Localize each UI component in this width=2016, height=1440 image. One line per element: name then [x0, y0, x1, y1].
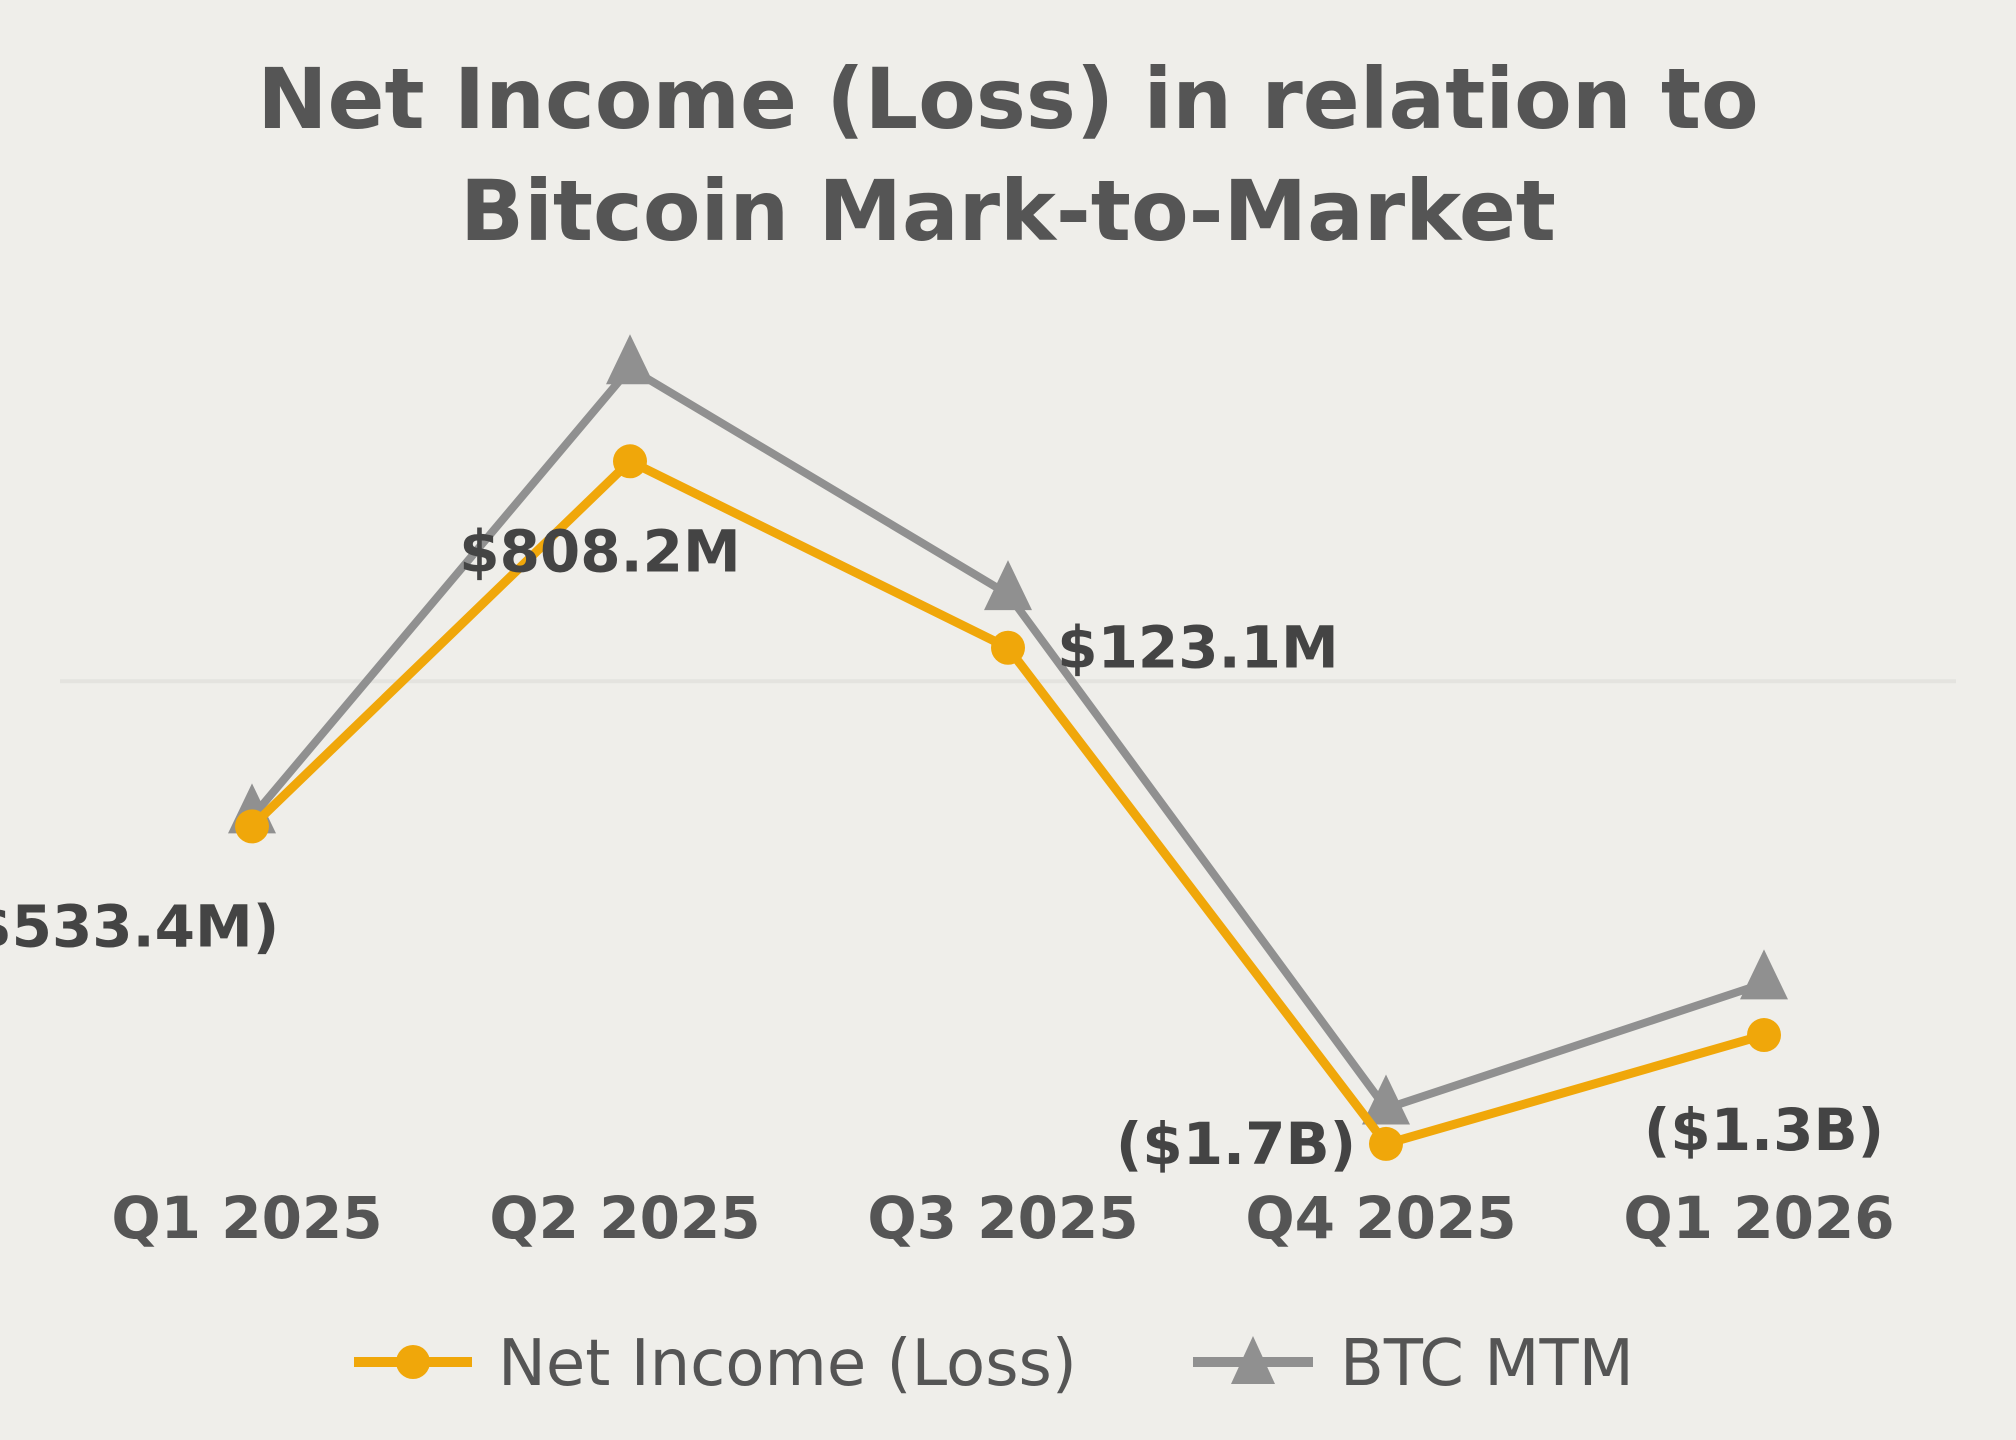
data-point-net-income-3 — [991, 630, 1025, 665]
data-point-btc-mtm-3 — [984, 560, 1032, 611]
data-point-net-income-2 — [613, 444, 647, 479]
data-point-btc-mtm-5 — [1740, 949, 1788, 1000]
legend-item-net-income: Net Income (Loss) — [354, 1327, 1077, 1401]
x-tick-label-3: Q3 2025 — [867, 1184, 1138, 1252]
data-label-5: ($1.3B) — [1644, 1096, 1884, 1164]
plot-area — [228, 334, 1788, 1161]
data-point-net-income-5 — [1747, 1018, 1781, 1053]
data-label-3: $123.1M — [1057, 614, 1339, 682]
data-labels: ($533.4M) $808.2M $123.1M ($1.7B) ($1.3B) — [0, 517, 1884, 1178]
data-label-1: ($533.4M) — [0, 892, 279, 960]
legend-label-btc-mtm: BTC MTM — [1340, 1327, 1634, 1401]
x-tick-label-1: Q1 2025 — [111, 1184, 382, 1252]
chart-title-line-2: Bitcoin Mark-to-Market — [460, 162, 1556, 260]
legend-label-net-income: Net Income (Loss) — [498, 1327, 1077, 1401]
chart-title: Net Income (Loss) in relation to Bitcoin… — [257, 50, 1759, 260]
data-point-btc-mtm-4 — [1362, 1074, 1410, 1125]
data-label-2: $808.2M — [459, 517, 741, 585]
x-tick-label-5: Q1 2026 — [1623, 1184, 1894, 1252]
legend-marker-circle — [396, 1345, 430, 1379]
chart-title-line-1: Net Income (Loss) in relation to — [257, 50, 1759, 148]
data-point-net-income-1 — [235, 809, 269, 844]
data-label-4: ($1.7B) — [1116, 1110, 1356, 1178]
data-point-net-income-4 — [1369, 1126, 1403, 1161]
data-point-btc-mtm-2 — [606, 334, 654, 385]
legend-marker-triangle — [1231, 1336, 1275, 1384]
x-tick-label-2: Q2 2025 — [489, 1184, 760, 1252]
legend: Net Income (Loss) BTC MTM — [354, 1327, 1634, 1401]
x-axis-tick-labels: Q1 2025 Q2 2025 Q3 2025 Q4 2025 Q1 2026 — [111, 1184, 1894, 1252]
x-tick-label-4: Q4 2025 — [1245, 1184, 1516, 1252]
legend-item-btc-mtm: BTC MTM — [1193, 1327, 1634, 1401]
